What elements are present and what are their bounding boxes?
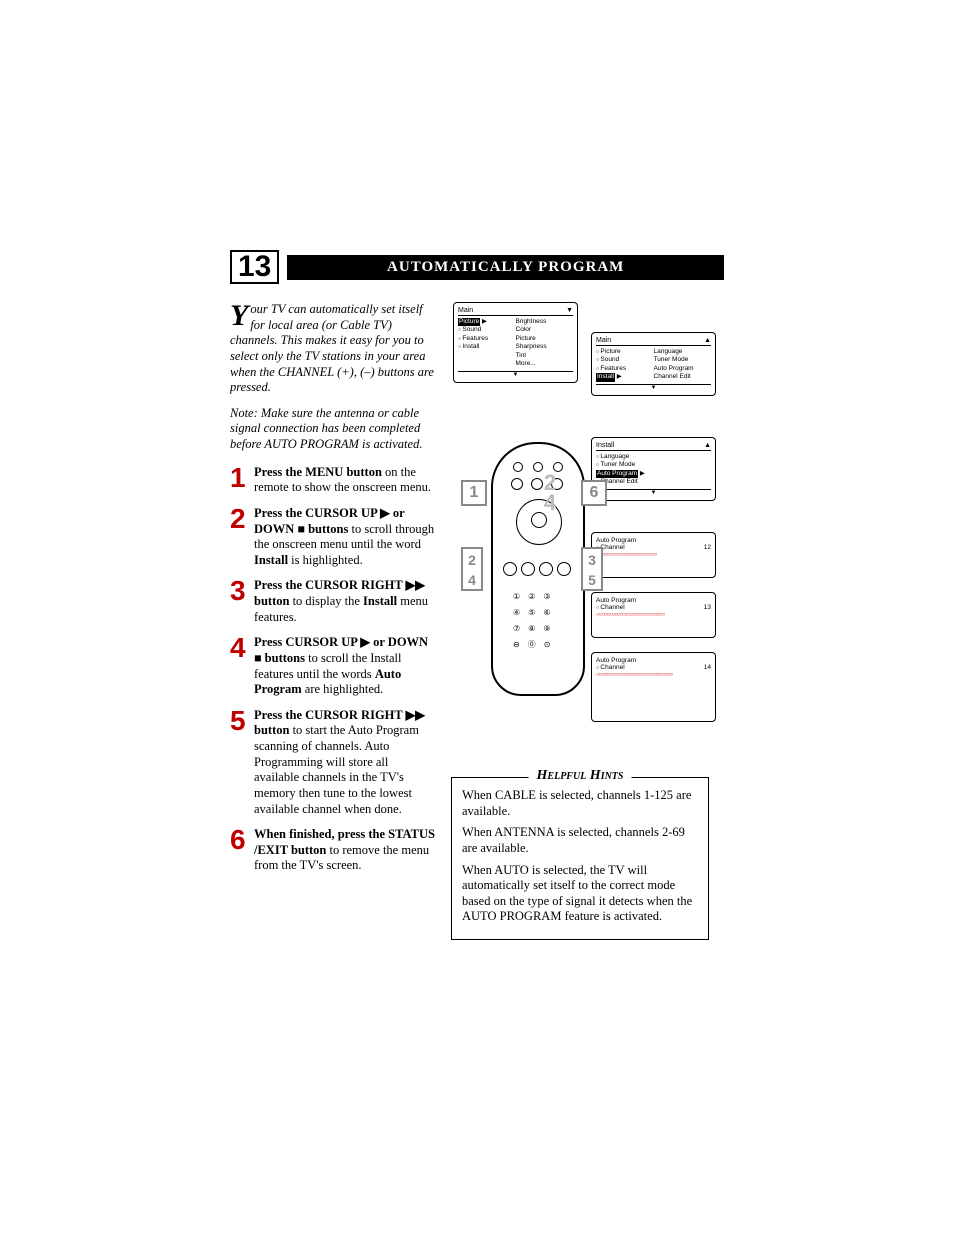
page-number: 13: [230, 250, 279, 284]
menu-install: Install▲ Language Tuner Mode Auto Progra…: [591, 437, 716, 501]
page-title: AUTOMATICALLY PROGRAM: [287, 255, 724, 280]
menu-main-2: Main▲ PictureLanguage SoundTuner Mode Fe…: [591, 332, 716, 396]
callout-6: 6: [581, 480, 607, 506]
diagram-column: Main▼ Picture ▶Brightness SoundColor Fea…: [451, 302, 724, 940]
callout-1: 1: [461, 480, 487, 506]
intro-text: Your TV can automatically set itself for…: [230, 302, 435, 396]
remote-illustration: ①②③④⑤⑥⑦⑧⑨⊖⓪⊙: [491, 442, 585, 696]
step-4: 4 Press CURSOR UP ▶ or DOWN ■ buttons to…: [230, 635, 435, 698]
diagram: Main▼ Picture ▶Brightness SoundColor Fea…: [451, 302, 721, 727]
menu-main-1: Main▼ Picture ▶Brightness SoundColor Fea…: [453, 302, 578, 383]
menu-autoprogram-1: Auto Program Channel12 ○○○○○○○○○○○○○○○○○…: [591, 532, 716, 578]
step-5: 5 Press the CURSOR RIGHT ▶▶ button to st…: [230, 708, 435, 817]
hint-3: When AUTO is selected, the TV will autom…: [462, 863, 698, 926]
hints-title: Helpful Hints: [529, 768, 632, 784]
menu-autoprogram-2: Auto Program Channel13 ○○○○○○○○○○○○○○○○○…: [591, 592, 716, 638]
note-text: Note: Make sure the antenna or cable sig…: [230, 406, 435, 453]
dropcap: Y: [230, 302, 250, 328]
content-columns: Your TV can automatically set itself for…: [230, 302, 724, 940]
step-1: 1 Press the MENU button on the remote to…: [230, 465, 435, 496]
manual-page: 13 AUTOMATICALLY PROGRAM Your TV can aut…: [0, 0, 954, 1235]
step-3: 3 Press the CURSOR RIGHT ▶▶ button to di…: [230, 578, 435, 625]
helpful-hints: Helpful Hints When CABLE is selected, ch…: [451, 777, 709, 940]
callout-24-left: 24: [461, 547, 483, 591]
callout-35: 35: [581, 547, 603, 591]
step-6: 6 When finished, press the STATUS /EXIT …: [230, 827, 435, 874]
hint-1: When CABLE is selected, channels 1-125 a…: [462, 788, 698, 819]
step-2: 2 Press the CURSOR UP ▶ or DOWN ■ button…: [230, 506, 435, 569]
instructions-column: Your TV can automatically set itself for…: [230, 302, 435, 940]
hint-2: When ANTENNA is selected, channels 2-69 …: [462, 825, 698, 856]
callout-24-bg: 24: [539, 472, 561, 516]
header: 13 AUTOMATICALLY PROGRAM: [230, 250, 724, 284]
menu-autoprogram-3: Auto Program Channel14 ○○○○○○○○○○○○○○○○○…: [591, 652, 716, 722]
